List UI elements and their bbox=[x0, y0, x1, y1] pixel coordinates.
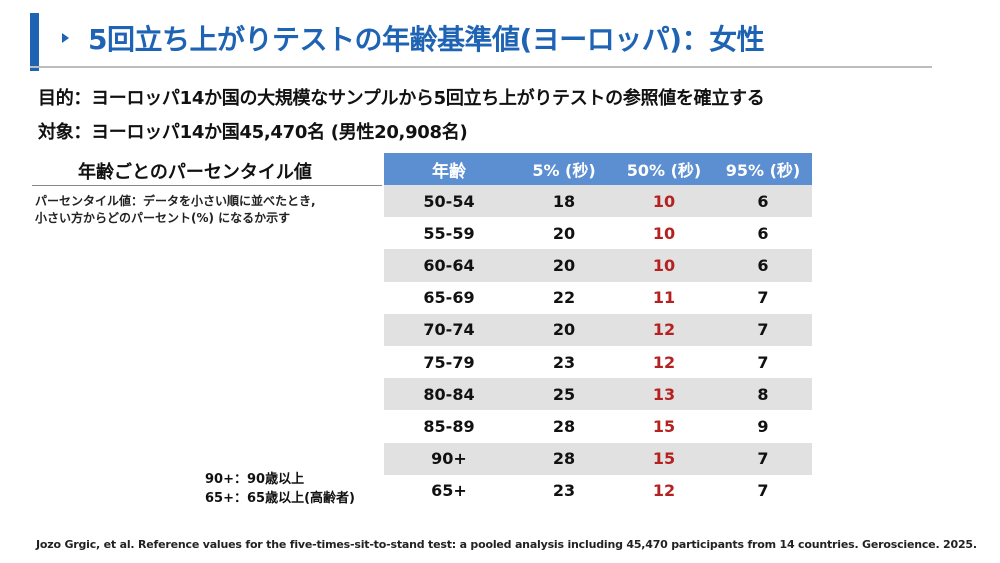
cell-p5: 23 bbox=[514, 474, 614, 507]
cell-p50: 11 bbox=[614, 281, 714, 314]
target-text: 対象：ヨーロッパ14か国45,470名 (男性20,908名) bbox=[38, 122, 468, 143]
cell-p50: 13 bbox=[614, 378, 714, 411]
table-row: 65+ 23 12 7 bbox=[384, 474, 812, 507]
cell-p95: 7 bbox=[714, 474, 812, 507]
cell-p50: 10 bbox=[614, 249, 714, 282]
table-row: 70-74 20 12 7 bbox=[384, 313, 812, 346]
cell-p95: 7 bbox=[714, 442, 812, 475]
cell-p5: 22 bbox=[514, 281, 614, 314]
age-notes: 90+：90歳以上 65+：65歳以上(高齢者) bbox=[205, 470, 355, 508]
cell-p50: 10 bbox=[614, 185, 714, 218]
table-row: 75-79 23 12 7 bbox=[384, 345, 812, 379]
cell-p50: 15 bbox=[614, 410, 714, 443]
cell-p50: 15 bbox=[614, 442, 714, 475]
percentile-description-line1: パーセンタイル値：データを小さい順に並べたとき, bbox=[35, 194, 316, 208]
cell-age: 65-69 bbox=[384, 281, 514, 314]
cell-p95: 7 bbox=[714, 345, 812, 379]
age-note-90plus: 90+：90歳以上 bbox=[205, 472, 305, 487]
title-arrow-icon bbox=[62, 33, 69, 43]
cell-p50: 12 bbox=[614, 345, 714, 379]
cell-p5: 18 bbox=[514, 185, 614, 218]
table-row: 80-84 25 13 8 bbox=[384, 378, 812, 411]
citation: Jozo Grgic, et al. Reference values for … bbox=[36, 538, 977, 551]
cell-p5: 28 bbox=[514, 410, 614, 443]
title-accent-bar bbox=[30, 13, 39, 71]
table-row: 90+ 28 15 7 bbox=[384, 442, 812, 475]
cell-p5: 20 bbox=[514, 217, 614, 250]
cell-age: 70-74 bbox=[384, 313, 514, 346]
age-note-65plus: 65+：65歳以上(高齢者) bbox=[205, 491, 355, 506]
table-row: 65-69 22 11 7 bbox=[384, 281, 812, 314]
cell-p95: 6 bbox=[714, 185, 812, 218]
table-row: 85-89 28 15 9 bbox=[384, 410, 812, 443]
table-row: 50-54 18 10 6 bbox=[384, 185, 812, 218]
cell-p95: 6 bbox=[714, 217, 812, 250]
cell-age: 65+ bbox=[384, 474, 514, 507]
cell-p50: 12 bbox=[614, 313, 714, 346]
cell-p50: 12 bbox=[614, 474, 714, 507]
cell-p95: 6 bbox=[714, 249, 812, 282]
header-p5: 5% (秒) bbox=[514, 153, 614, 185]
cell-p5: 23 bbox=[514, 345, 614, 379]
header-age: 年齢 bbox=[384, 153, 514, 185]
percentile-description-line2: 小さい方からどのパーセント(%) になるか示す bbox=[35, 211, 291, 225]
reference-values-table: 年齢 5% (秒) 50% (秒) 95% (秒) 50-54 18 10 6 … bbox=[384, 153, 812, 507]
cell-age: 55-59 bbox=[384, 217, 514, 250]
percentile-description: パーセンタイル値：データを小さい順に並べたとき, 小さい方からどのパーセント(%… bbox=[35, 193, 316, 227]
cell-age: 60-64 bbox=[384, 249, 514, 282]
cell-p95: 7 bbox=[714, 281, 812, 314]
table-row: 55-59 20 10 6 bbox=[384, 217, 812, 250]
percentile-heading-rule bbox=[32, 185, 382, 186]
header-p95: 95% (秒) bbox=[714, 153, 812, 185]
purpose-text: 目的：ヨーロッパ14か国の大規模なサンプルから5回立ち上がりテストの参照値を確立… bbox=[38, 88, 765, 109]
page-title: 5回立ち上がりテストの年齢基準値(ヨーロッパ)：女性 bbox=[88, 23, 765, 56]
table-header-row: 年齢 5% (秒) 50% (秒) 95% (秒) bbox=[384, 153, 812, 185]
cell-p95: 8 bbox=[714, 378, 812, 411]
cell-age: 75-79 bbox=[384, 345, 514, 379]
header-p50: 50% (秒) bbox=[614, 153, 714, 185]
title-divider bbox=[30, 66, 932, 68]
cell-p95: 9 bbox=[714, 410, 812, 443]
cell-age: 50-54 bbox=[384, 185, 514, 218]
cell-p5: 20 bbox=[514, 249, 614, 282]
cell-age: 85-89 bbox=[384, 410, 514, 443]
cell-p5: 20 bbox=[514, 313, 614, 346]
cell-age: 90+ bbox=[384, 442, 514, 475]
cell-p95: 7 bbox=[714, 313, 812, 346]
cell-p5: 28 bbox=[514, 442, 614, 475]
cell-p5: 25 bbox=[514, 378, 614, 411]
percentile-heading: 年齢ごとのパーセンタイル値 bbox=[78, 162, 312, 183]
cell-age: 80-84 bbox=[384, 378, 514, 411]
cell-p50: 10 bbox=[614, 217, 714, 250]
table-row: 60-64 20 10 6 bbox=[384, 249, 812, 282]
